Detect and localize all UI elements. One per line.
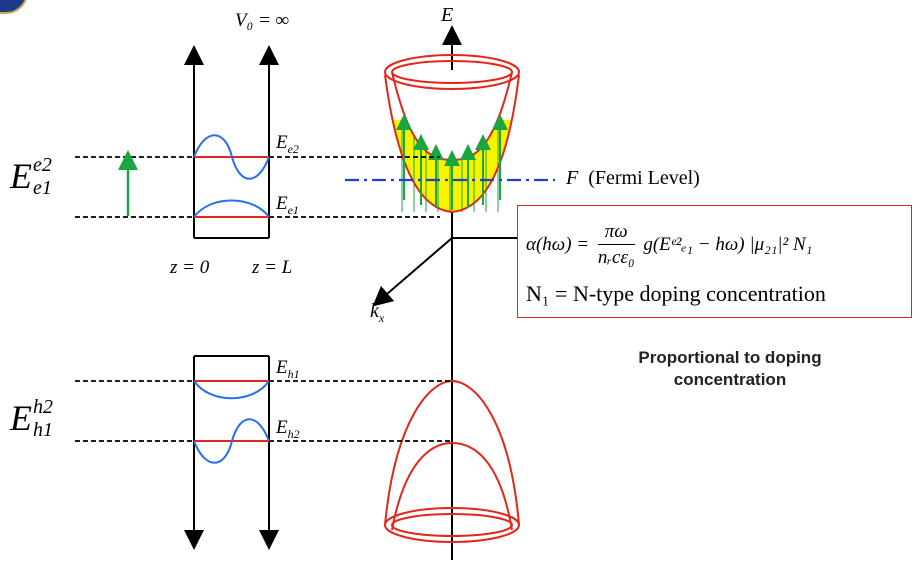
absorption-formula: α(hω) = πω nᵣcε₀ g(Eᵉ²ₑ₁ − hω) |μ₂₁|² N₁ bbox=[526, 220, 812, 271]
proportional-note: Proportional to doping concentration bbox=[638, 348, 822, 389]
kx-label: kx bbox=[370, 300, 385, 325]
absorption-formula-box: α(hω) = πω nᵣcε₀ g(Eᵉ²ₑ₁ − hω) |μ₂₁|² N₁ … bbox=[517, 205, 912, 318]
energy-axis-label: E bbox=[441, 4, 454, 26]
quantum-well-valence bbox=[184, 355, 279, 550]
wavefunctions bbox=[193, 134, 270, 464]
formula-fraction: πω nᵣcε₀ bbox=[597, 221, 635, 268]
barrier-height-label: V₀ = ∞ bbox=[235, 10, 290, 31]
fermi-level-label: F (Fermi Level) bbox=[566, 167, 700, 189]
level-h2-label: Eh2 bbox=[276, 417, 300, 441]
valence-band bbox=[384, 379, 520, 543]
level-dashes bbox=[75, 156, 452, 442]
kx-axis bbox=[372, 237, 453, 307]
level-e2-label: Ee2 bbox=[276, 132, 299, 156]
quantum-well-conduction bbox=[184, 45, 279, 239]
z0-label: z = 0 bbox=[170, 257, 210, 278]
level-e1-label: Ee1 bbox=[276, 193, 299, 217]
doping-definition: N₁ = N-type doping concentration bbox=[526, 281, 826, 306]
level-h1-label: Eh1 bbox=[276, 357, 300, 381]
zL-label: z = L bbox=[252, 257, 293, 278]
